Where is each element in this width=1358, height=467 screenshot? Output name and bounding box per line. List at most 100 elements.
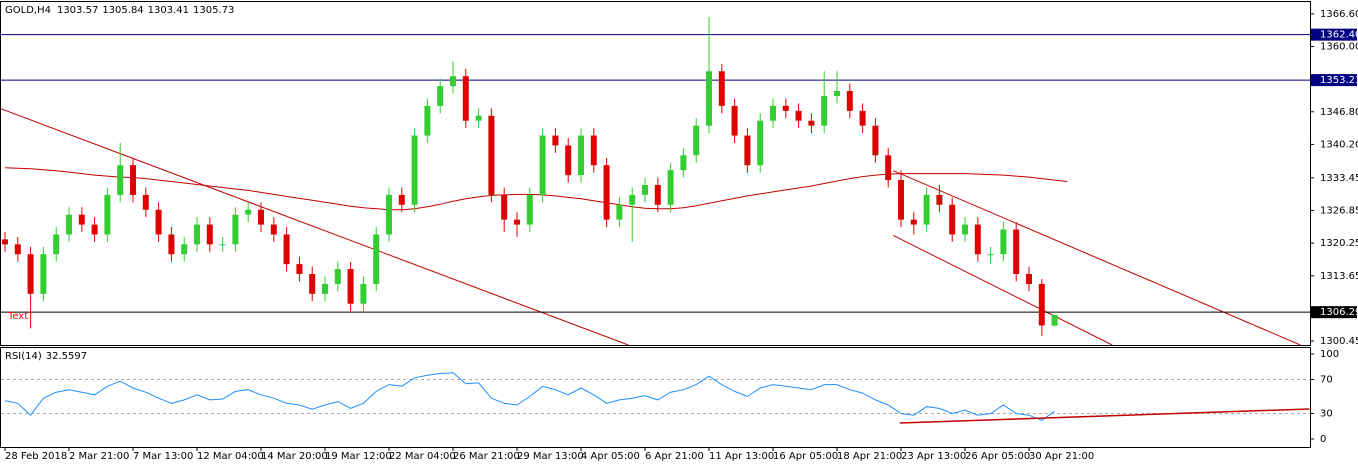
- main-panel: [0, 1, 1311, 346]
- candle-body: [334, 269, 341, 284]
- x-tick-label: 12 Mar 04:00: [197, 451, 264, 462]
- candle-body: [117, 165, 124, 195]
- candle-body: [936, 194, 943, 205]
- candle-body: [1051, 314, 1058, 326]
- candle-body: [642, 184, 648, 195]
- candle-body: [206, 224, 213, 245]
- x-tick-label: 18 Apr 21:00: [837, 451, 902, 462]
- candle-body: [680, 155, 687, 171]
- candle-body: [411, 135, 418, 205]
- candle-body: [782, 105, 789, 111]
- rsi-tick-label: 0: [1320, 434, 1326, 445]
- y-tick-label: 1366.60: [1320, 9, 1358, 20]
- price-label-box: [1311, 28, 1357, 41]
- candle-body: [1026, 274, 1032, 284]
- candle-body: [539, 135, 546, 195]
- price-label: 1306.29: [1320, 307, 1358, 318]
- candle-body: [514, 219, 520, 225]
- rsi-line: [4, 372, 1055, 421]
- candle-body: [155, 209, 162, 235]
- candle-body: [347, 269, 354, 304]
- x-tick-label: 19 Mar 12:00: [325, 451, 392, 462]
- candle-body: [885, 155, 892, 181]
- x-tick-label: 26 Mar 21:00: [453, 451, 520, 462]
- candle-body: [910, 219, 917, 225]
- candle-body: [898, 180, 904, 220]
- candle-body: [629, 194, 636, 205]
- candle-body: [949, 204, 956, 235]
- x-tick-label: 7 Mar 13:00: [133, 451, 193, 462]
- candle-body: [181, 244, 188, 255]
- x-tick-label: 2 Mar 21:00: [69, 451, 129, 462]
- candle-body: [1000, 229, 1007, 255]
- candle-body: [590, 135, 597, 166]
- candle-body: [142, 194, 149, 210]
- candle-body: [270, 224, 277, 235]
- candle-body: [834, 91, 840, 96]
- candle-body: [488, 115, 495, 195]
- candle-body: [1038, 283, 1045, 326]
- ohlc-low: 1303.41: [148, 5, 189, 16]
- candle-body: [616, 204, 623, 220]
- candle-body: [795, 110, 802, 121]
- candle-body: [450, 76, 456, 87]
- y-tick-label: 1333.45: [1320, 173, 1358, 184]
- y-tick-label: 1346.80: [1320, 107, 1358, 118]
- candle-body: [706, 71, 712, 126]
- candle-body: [91, 224, 98, 235]
- price-label: 1353.21: [1320, 75, 1358, 86]
- ohlc-close: 1305.73: [193, 5, 234, 16]
- candle-body: [667, 170, 674, 205]
- rsi-value: 32.5597: [46, 351, 87, 362]
- candle-body: [322, 283, 328, 294]
- candle-body: [757, 120, 764, 166]
- candle-body: [78, 214, 85, 225]
- candle-body: [821, 95, 828, 126]
- candle-body: [1013, 229, 1020, 275]
- candle-body: [731, 105, 738, 136]
- candle-body: [168, 234, 175, 255]
- candle-body: [974, 224, 981, 255]
- candle-body: [693, 125, 700, 156]
- candle-body: [437, 86, 444, 106]
- candle-body: [872, 125, 879, 156]
- x-tick-label: 22 Mar 04:00: [389, 451, 456, 462]
- x-tick-label: 14 Mar 20:00: [261, 451, 328, 462]
- candle-body: [194, 224, 200, 245]
- candle-body: [386, 194, 392, 235]
- price-label-box: [1311, 306, 1357, 319]
- x-tick-label: 30 Apr 21:00: [1029, 451, 1094, 462]
- trend-line: [893, 170, 1301, 345]
- symbol-name: GOLD,H4: [5, 5, 51, 16]
- rsi-trend-line: [899, 408, 1310, 424]
- candle-body: [130, 165, 136, 195]
- candle-body: [27, 254, 34, 294]
- y-tick-label: 1340.20: [1320, 139, 1358, 150]
- rsi-panel: [0, 347, 1311, 448]
- y-tick-label: 1320.25: [1320, 238, 1358, 249]
- price-label: 1362.40: [1320, 30, 1358, 41]
- candle-body: [462, 76, 469, 121]
- candle-body: [501, 194, 508, 220]
- candle-body: [808, 120, 815, 126]
- symbol: GOLD,H4 1303.57 1305.84 1303.41 1305.73: [5, 5, 234, 16]
- candle-body: [654, 184, 661, 205]
- candle-body: [770, 105, 776, 121]
- x-tick-label: 11 Apr 13:00: [709, 451, 774, 462]
- candle-body: [603, 165, 610, 220]
- candle-body: [846, 91, 853, 111]
- candle-body: [424, 105, 431, 136]
- ohlc-open: 1303.57: [57, 5, 98, 16]
- trend-line: [1, 108, 629, 345]
- candle-body: [962, 224, 968, 235]
- candle-body: [245, 209, 252, 215]
- candle-body: [398, 194, 405, 205]
- x-tick-label: 26 Apr 05:00: [965, 451, 1030, 462]
- rsi-tick-label: 70: [1320, 374, 1333, 385]
- candle-body: [53, 234, 60, 255]
- x-tick-label: 23 Apr 13:00: [901, 451, 966, 462]
- candle-body: [718, 71, 725, 106]
- candle-body: [565, 145, 572, 176]
